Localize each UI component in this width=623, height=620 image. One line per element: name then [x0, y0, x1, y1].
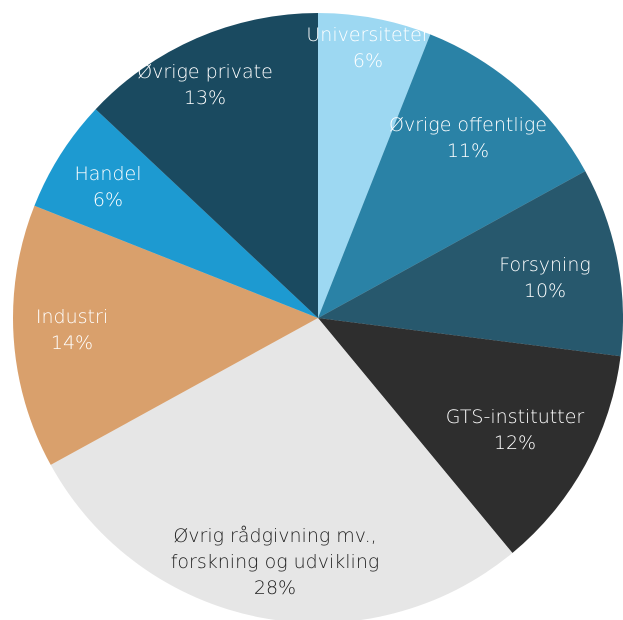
pie-slice	[318, 318, 621, 554]
category-label: Øvrige private	[137, 61, 273, 83]
category-label: Øvrig rådgivning mv., forskning og udvik…	[170, 525, 380, 573]
value-label: 6%	[92, 189, 124, 211]
pie-slice	[34, 109, 318, 318]
value-label: 12%	[493, 432, 537, 454]
value-label: 6%	[352, 50, 384, 72]
value-label: 28%	[253, 577, 297, 599]
category-label: Universiteter	[306, 24, 430, 46]
category-label: Handel	[74, 163, 142, 185]
slice-label: Øvrige private 13%	[95, 59, 315, 111]
category-label: Øvrige offentlige	[389, 114, 547, 136]
value-label: 11%	[446, 140, 490, 162]
value-label: 10%	[523, 280, 567, 302]
value-label: 13%	[183, 87, 227, 109]
slice-label: Industri 14%	[0, 304, 182, 356]
category-label: Forsyning	[499, 254, 591, 276]
value-label: 14%	[50, 332, 94, 354]
slice-label: Øvrige offentlige 11%	[358, 112, 578, 164]
slice-label: Handel 6%	[0, 161, 218, 213]
slice-label: Universiteter 6%	[258, 22, 478, 74]
pie-slice	[12, 205, 318, 465]
pie-slice	[50, 318, 513, 620]
slice-label: Øvrig rådgivning mv., forskning og udvik…	[145, 523, 405, 601]
slice-label: Forsyning 10%	[435, 252, 623, 304]
pie-slice	[95, 13, 318, 318]
pie-slice	[318, 13, 431, 318]
pie-slice	[318, 171, 623, 357]
slice-label: GTS-institutter 12%	[405, 404, 623, 456]
category-label: Industri	[35, 306, 109, 328]
category-label: GTS-institutter	[445, 406, 585, 428]
pie-slice	[318, 34, 586, 318]
